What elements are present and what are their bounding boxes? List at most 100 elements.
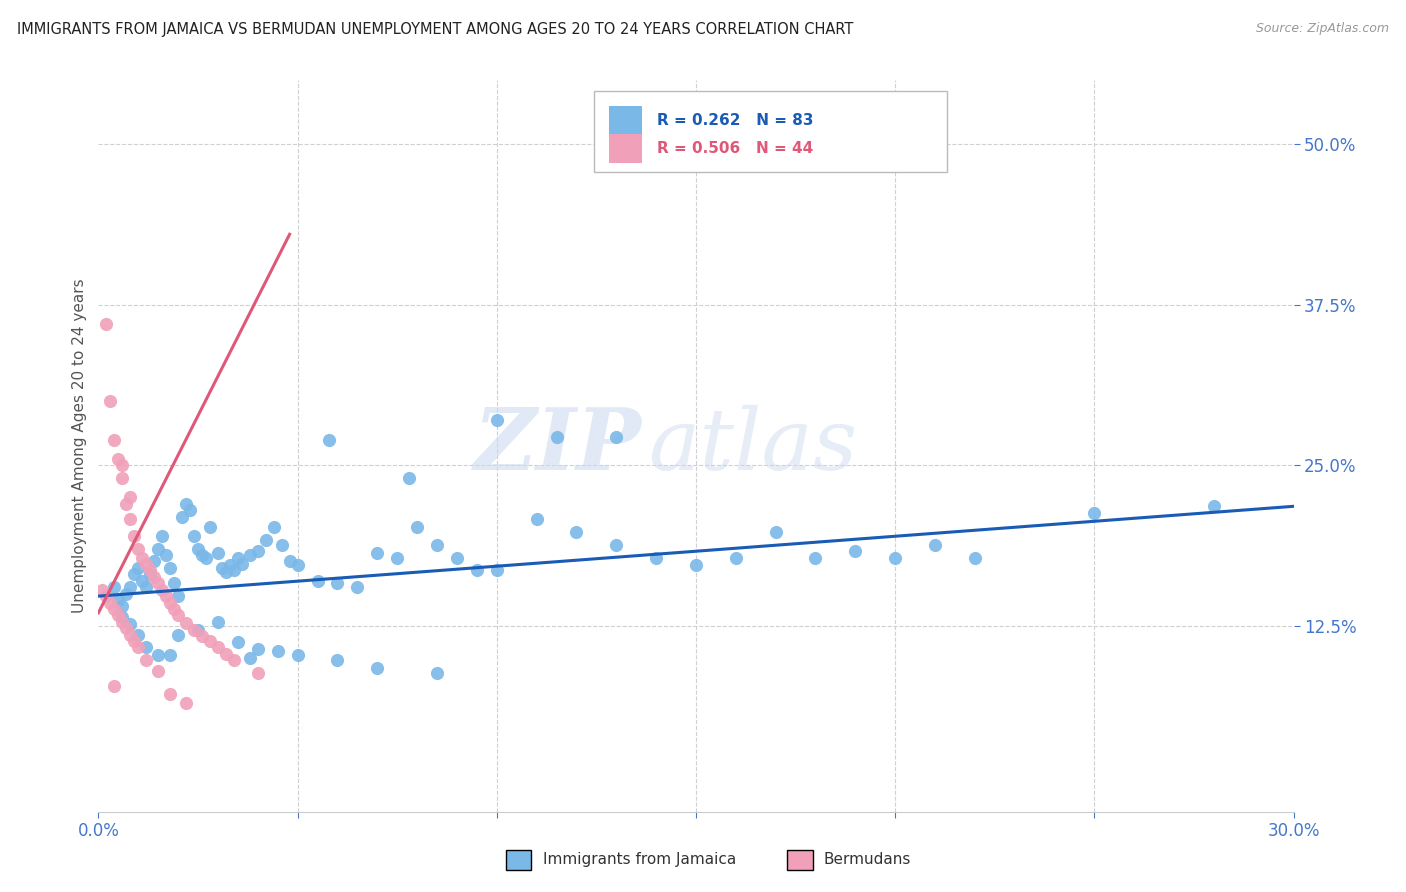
Point: [215, 565, 238, 579]
Point: [267, 644, 290, 658]
Text: R = 0.262   N = 83: R = 0.262 N = 83: [657, 113, 813, 128]
Point: [124, 567, 146, 582]
Point: [143, 554, 166, 568]
Point: [346, 580, 368, 594]
Point: [366, 545, 388, 559]
Point: [167, 627, 190, 641]
Point: [167, 589, 190, 603]
Point: [96, 589, 118, 603]
Point: [215, 647, 238, 661]
Point: [924, 538, 946, 552]
Point: [135, 557, 157, 571]
Point: [398, 471, 420, 485]
FancyBboxPatch shape: [609, 106, 643, 135]
Text: IMMIGRANTS FROM JAMAICA VS BERMUDAN UNEMPLOYMENT AMONG AGES 20 TO 24 YEARS CORRE: IMMIGRANTS FROM JAMAICA VS BERMUDAN UNEM…: [17, 22, 853, 37]
Point: [148, 576, 170, 591]
Point: [191, 629, 214, 643]
Point: [1202, 500, 1225, 514]
Point: [111, 471, 134, 485]
Point: [231, 557, 253, 571]
Point: [565, 524, 588, 539]
Point: [124, 529, 146, 543]
Point: [219, 558, 242, 573]
Point: [207, 545, 229, 559]
Point: [131, 574, 153, 588]
FancyBboxPatch shape: [609, 134, 643, 163]
Point: [91, 582, 114, 597]
Point: [120, 627, 142, 641]
Point: [148, 541, 170, 556]
Point: [187, 541, 209, 556]
Point: [135, 580, 157, 594]
Point: [159, 648, 181, 662]
Point: [163, 576, 186, 591]
Point: [446, 550, 468, 565]
Point: [605, 538, 627, 552]
Point: [98, 596, 122, 610]
Point: [115, 621, 138, 635]
Point: [187, 623, 209, 637]
Point: [191, 548, 214, 562]
Point: [107, 451, 129, 466]
Point: [546, 430, 568, 444]
Point: [172, 509, 194, 524]
Point: [115, 586, 138, 600]
Point: [183, 529, 205, 543]
Point: [159, 596, 181, 610]
Point: [174, 497, 197, 511]
Point: [605, 430, 627, 444]
Point: [246, 641, 269, 656]
Point: [724, 550, 747, 565]
Point: [127, 541, 149, 556]
Point: [98, 394, 122, 409]
Point: [96, 317, 118, 331]
Point: [195, 550, 218, 565]
Point: [167, 608, 190, 623]
Point: [174, 696, 197, 710]
Point: [239, 548, 262, 562]
Point: [326, 576, 349, 591]
Point: [426, 666, 449, 681]
Point: [326, 653, 349, 667]
Point: [159, 687, 181, 701]
Point: [1083, 506, 1105, 520]
Point: [120, 491, 142, 505]
Point: [155, 589, 177, 603]
Point: [207, 640, 229, 655]
Point: [318, 433, 340, 447]
Point: [278, 554, 301, 568]
Point: [226, 550, 249, 565]
Point: [426, 538, 449, 552]
Point: [804, 550, 827, 565]
Point: [239, 650, 262, 665]
Text: R = 0.506   N = 44: R = 0.506 N = 44: [657, 141, 813, 156]
Point: [111, 599, 134, 614]
Point: [183, 623, 205, 637]
Point: [103, 433, 125, 447]
Point: [198, 520, 221, 534]
Point: [254, 533, 277, 547]
Point: [124, 634, 146, 648]
Point: [685, 558, 707, 573]
Point: [120, 512, 142, 526]
Point: [963, 550, 986, 565]
Point: [135, 640, 157, 655]
Point: [307, 574, 329, 588]
Point: [645, 550, 668, 565]
Point: [263, 520, 285, 534]
Point: [155, 548, 177, 562]
Point: [222, 653, 245, 667]
Point: [127, 561, 149, 575]
Point: [127, 640, 149, 655]
Point: [159, 561, 181, 575]
Text: Bermudans: Bermudans: [824, 853, 911, 867]
Point: [139, 567, 162, 582]
Text: Immigrants from Jamaica: Immigrants from Jamaica: [543, 853, 735, 867]
Point: [765, 524, 787, 539]
Point: [150, 529, 173, 543]
Point: [148, 648, 170, 662]
Text: Source: ZipAtlas.com: Source: ZipAtlas.com: [1256, 22, 1389, 36]
Point: [120, 617, 142, 632]
Point: [150, 582, 173, 597]
Point: [143, 570, 166, 584]
